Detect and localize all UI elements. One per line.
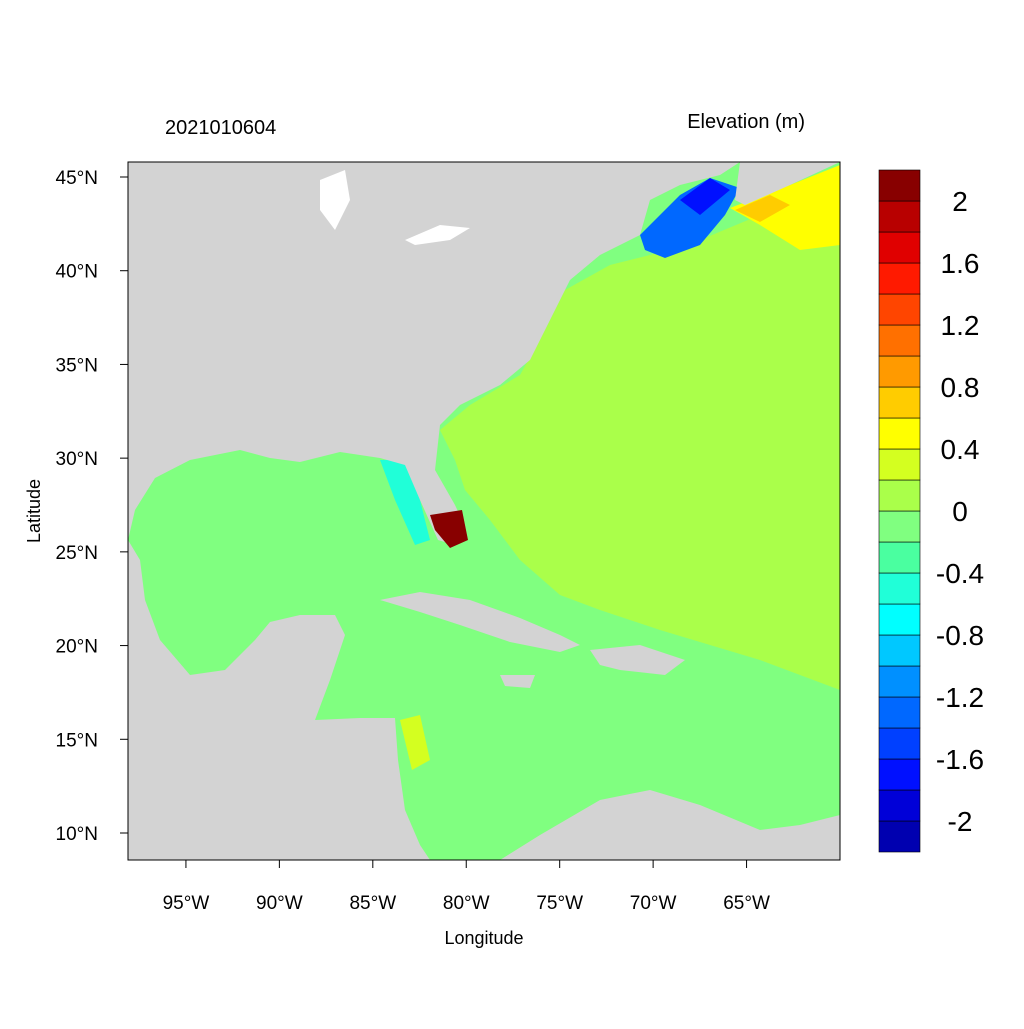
colorbar-bin [878,789,921,822]
title-right: Elevation (m) [687,111,805,133]
colorbar-tick-label: 0.4 [941,434,980,465]
colorbar-bin [878,169,921,202]
land [735,162,840,205]
colorbar-tick-label: -0.4 [936,558,984,589]
land [500,675,535,688]
colorbar-bin [878,386,921,419]
lake [405,225,470,245]
x-tick-label: 75°W [536,893,583,914]
colorbar-bin [878,510,921,543]
axes: 95°W 90°W 85°W 80°W 75°W 70°W 65°W 10°N 15°N 20°N… [56,168,770,914]
plot-frame [127,161,841,861]
colorbar-bin [878,603,921,636]
y-tick-label: 10°N [56,824,98,845]
x-tick-label: 90°W [256,893,303,914]
colorbar-bin [878,448,921,481]
atlantic-region [440,165,840,690]
y-axis-label: Latitude [24,479,44,543]
colorbar-tick-label: 1.2 [941,310,980,341]
map-area [127,161,841,861]
colorbar-tick-label: -1.2 [936,682,984,713]
colorbar-bin [878,355,921,388]
colorbar: -2 -1.6 -1.2 -0.8 -0.4 0 0.4 0.8 1.2 1.6 2 [878,169,984,853]
colorbar-bin [878,417,921,450]
colorbar-tick-label: -2 [948,806,973,837]
x-tick-label: 65°W [723,893,770,914]
colorbar-bin [878,231,921,264]
colorbar-bin [878,572,921,605]
colorbar-bin [878,541,921,574]
ocean-region [680,178,730,215]
colorbar-tick-label: 2 [952,186,968,217]
colorbar-bin [878,324,921,357]
x-tick-label: 70°W [630,893,677,914]
ocean-region [735,195,790,222]
colorbar-bin [878,262,921,295]
y-tick-label: 20°N [56,637,98,658]
land [590,645,685,675]
colorbar-bin [878,665,921,698]
colorbar-bin [878,479,921,512]
y-tick-label: 35°N [56,355,98,376]
colorbar-tick-label: 0.8 [941,372,980,403]
land [500,790,840,860]
ocean-region [400,715,430,770]
x-axis-label: Longitude [444,928,523,948]
colorbar-bin [878,696,921,729]
y-tick-label: 40°N [56,262,98,283]
land [380,592,580,652]
land [128,162,740,545]
colorbar-tick-label: 1.6 [941,248,980,279]
surge-area [430,510,468,548]
colorbar-tick-label: -1.6 [936,744,984,775]
colorbar-tick-label: -0.8 [936,620,984,651]
lake [320,170,350,230]
x-tick-label: 80°W [443,893,490,914]
land [128,540,430,860]
colorbar-bin [878,634,921,667]
y-tick-label: 30°N [56,449,98,470]
colorbar-bin [878,820,921,853]
x-tick-label: 95°W [163,893,210,914]
colorbar-bin [878,293,921,326]
x-tick-label: 85°W [349,893,396,914]
colorbar-bin [878,200,921,233]
colorbar-bin [878,758,921,791]
y-tick-label: 25°N [56,543,98,564]
y-tick-label: 15°N [56,730,98,751]
colorbar-bin [878,727,921,760]
colorbar-tick-label: 0 [952,496,968,527]
title-left: 2021010604 [165,117,276,139]
ocean-region [380,460,430,545]
y-tick-label: 45°N [56,168,98,189]
